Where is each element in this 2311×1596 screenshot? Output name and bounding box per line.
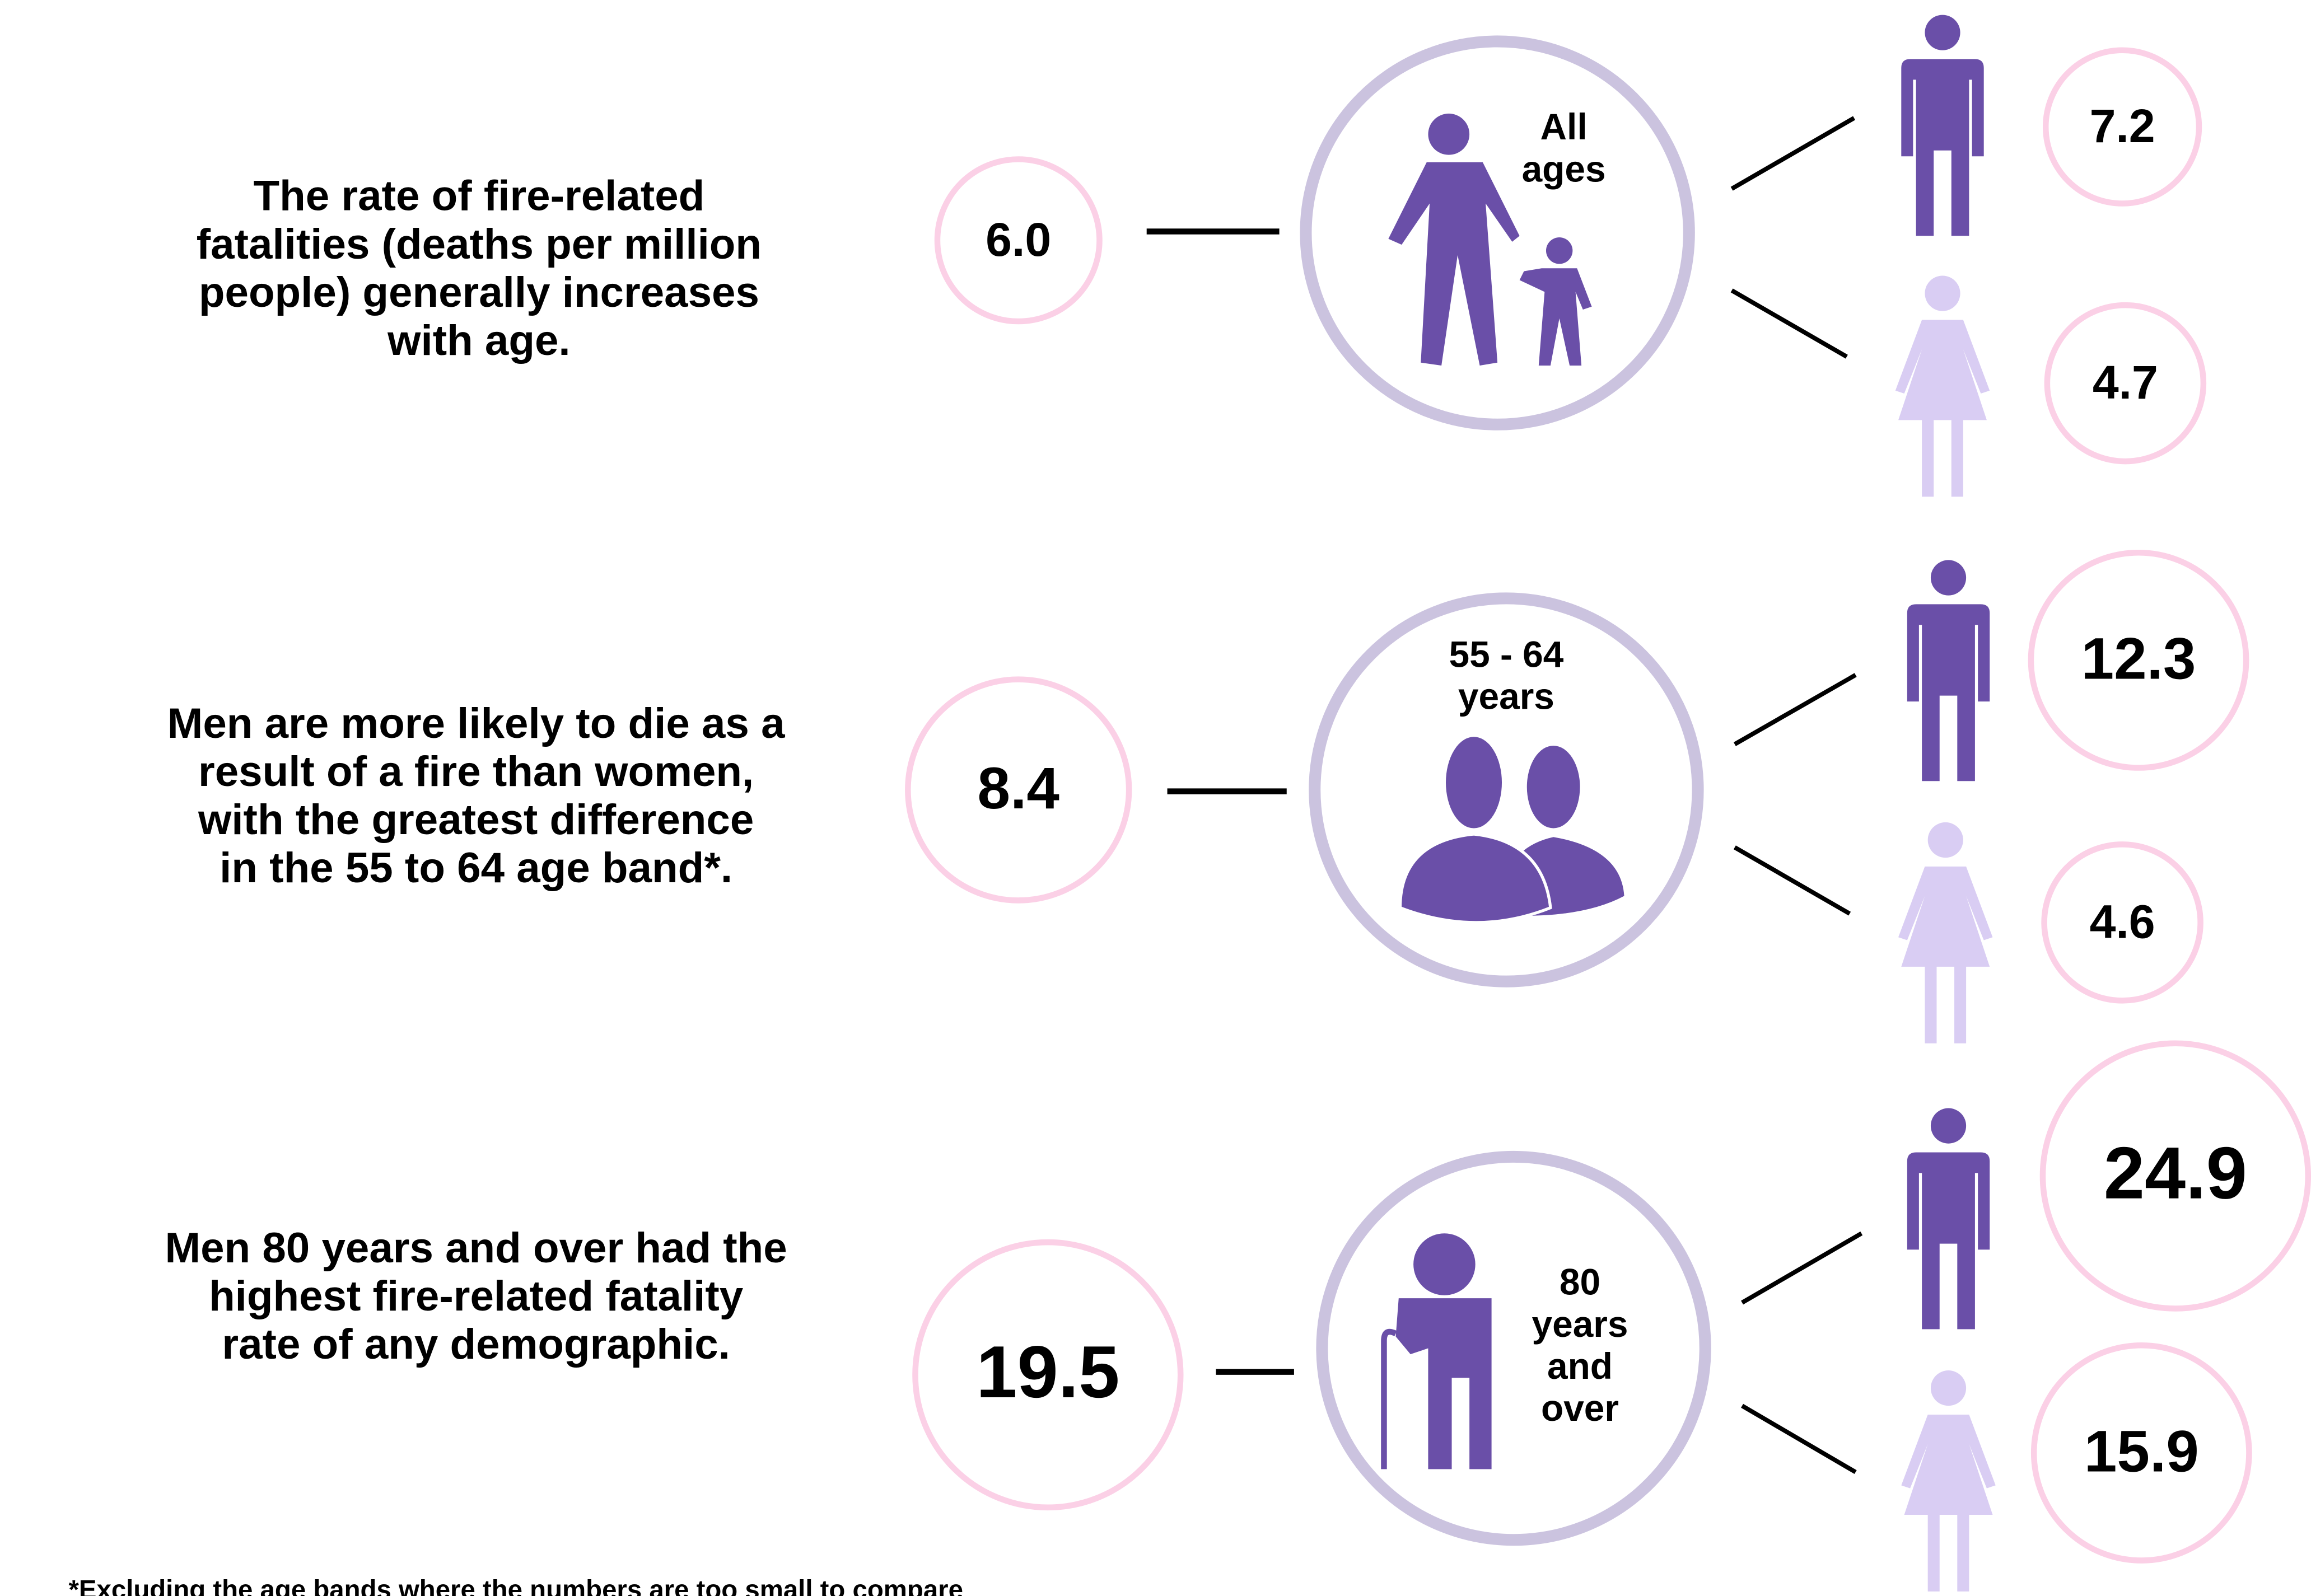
group-label: All: [1540, 106, 1588, 147]
bust-head: [1526, 746, 1580, 829]
group-label: ages: [1522, 148, 1606, 189]
group-circle: [1316, 1150, 1711, 1546]
group-label: and: [1547, 1345, 1613, 1387]
group-icon: [1388, 113, 1592, 366]
adult-head: [1428, 113, 1470, 155]
man-icon: [1907, 1108, 1990, 1330]
overall-rate: 8.4: [978, 756, 1059, 821]
elder-body: [1395, 1298, 1492, 1469]
man-icon: [1907, 560, 1990, 781]
bust-head: [1442, 734, 1505, 831]
adult-body: [1388, 162, 1520, 366]
group-label: over: [1541, 1387, 1619, 1429]
statement-line: rate of any demographic.: [222, 1321, 730, 1368]
men-rate: 24.9: [2104, 1132, 2247, 1214]
connector: [1733, 673, 1857, 746]
group-label: years: [1532, 1303, 1628, 1345]
statement-line: highest fire-related fatality: [209, 1272, 744, 1320]
group-circle: [1300, 35, 1695, 430]
group-label: years: [1458, 676, 1554, 717]
overall-rate-circle: [934, 156, 1103, 325]
group-icon: [1381, 1230, 1492, 1469]
group-label: 55 - 64: [1449, 634, 1563, 675]
women-rate-circle: [2041, 841, 2203, 1004]
women-rate-circle: [2030, 1342, 2252, 1564]
overall-rate: 6.0: [986, 213, 1051, 266]
statement-line: Men 80 years and over had the: [165, 1224, 787, 1272]
overall-rate: 19.5: [976, 1331, 1119, 1413]
overall-rate-circle: [905, 676, 1132, 904]
connector: [1741, 1231, 1863, 1305]
child-body: [1519, 268, 1592, 366]
men-rate-circle: [2039, 1040, 2311, 1312]
men-rate: 12.3: [2081, 626, 2196, 691]
group-label: 80: [1560, 1261, 1600, 1303]
woman-icon: [1898, 822, 1993, 1043]
child-head: [1546, 237, 1573, 264]
statement-line: The rate of fire-related: [254, 172, 705, 220]
statement-line: in the 55 to 64 age band*.: [220, 844, 732, 892]
group-icon: [1398, 734, 1624, 924]
statement-line: with the greatest difference: [198, 796, 754, 844]
women-rate: 15.9: [2084, 1419, 2199, 1485]
connector: [1730, 116, 1856, 191]
cane: [1381, 1328, 1397, 1469]
connector: [1730, 288, 1848, 359]
connector: [1733, 845, 1851, 916]
connector: [1741, 1403, 1857, 1475]
overall-rate-circle: [912, 1239, 1184, 1511]
statement-line: result of a fire than women,: [198, 748, 754, 795]
woman-icon: [1895, 275, 1990, 497]
statement-line: with age.: [387, 317, 571, 364]
woman-icon: [1901, 1370, 1996, 1592]
women-rate: 4.7: [2093, 356, 2158, 409]
statement-line: people) generally increases: [199, 269, 759, 316]
men-rate-circle: [2028, 550, 2249, 771]
statement-line: Men are more likely to die as a: [167, 700, 785, 747]
men-rate-circle: [2042, 47, 2202, 207]
bust-body: [1398, 832, 1552, 924]
men-rate: 7.2: [2090, 100, 2155, 152]
group-circle: [1309, 592, 1704, 987]
elder-head: [1410, 1230, 1478, 1299]
statement-line: fatalities (deaths per million: [197, 221, 762, 268]
women-rate: 4.6: [2090, 895, 2155, 948]
footnote: *Excluding the age bands where the numbe…: [68, 1575, 963, 1596]
man-icon: [1901, 15, 1984, 236]
women-rate-circle: [2044, 302, 2207, 465]
